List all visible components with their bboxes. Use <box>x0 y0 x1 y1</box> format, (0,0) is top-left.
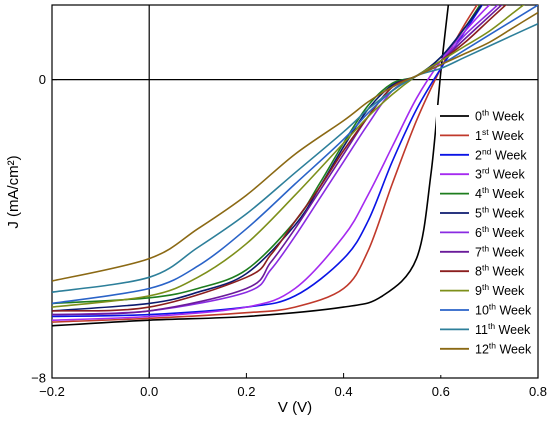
series-line-week-7 <box>52 5 503 316</box>
curves <box>52 5 538 327</box>
series-line-week-8 <box>52 5 507 312</box>
y-tick-label: −8 <box>31 371 46 386</box>
x-tick-label: 0.6 <box>432 384 450 399</box>
y-axis-label: J (mA/cm²) <box>5 155 22 228</box>
x-tick-label: 0.0 <box>140 384 158 399</box>
x-tick-label: 0.8 <box>529 384 547 399</box>
series-line-week-9 <box>52 5 525 308</box>
y-tick-label: 0 <box>39 72 46 87</box>
legend-label-week-2: 2nd Week <box>475 146 527 162</box>
series-line-week-3 <box>52 5 491 321</box>
series-line-week-0 <box>52 5 450 327</box>
series-line-week-10 <box>52 5 538 305</box>
series-line-week-1 <box>52 5 478 323</box>
tick-labels: −0.2 0.0 0.2 0.4 0.6 0.8 −8 0 <box>31 72 547 399</box>
legend: 0th Week 1st Week 2nd Week 3rd Week 4th Week… <box>436 105 536 375</box>
legend-label-week-11: 11th Week <box>475 321 531 337</box>
legend-label-week-12: 12th Week <box>475 340 532 356</box>
series-line-week-5 <box>52 5 483 312</box>
plot-frame <box>51 4 539 379</box>
x-tick-label: −0.2 <box>39 384 65 399</box>
legend-label-week-0: 0th Week <box>475 108 525 124</box>
x-axis-label: V (V) <box>278 399 312 416</box>
legend-label-week-8: 8th Week <box>475 263 525 279</box>
legend-label-week-10: 10th Week <box>475 302 532 318</box>
series-line-week-4 <box>52 5 481 305</box>
series-line-week-12 <box>52 11 538 282</box>
x-tick-label: 0.4 <box>335 384 353 399</box>
series-line-week-11 <box>52 22 538 293</box>
legend-label-week-6: 6th Week <box>475 224 525 240</box>
series-line-week-6 <box>52 5 499 316</box>
x-tick-label: 0.2 <box>237 384 255 399</box>
legend-label-week-3: 3rd Week <box>475 166 525 182</box>
legend-label-week-9: 9th Week <box>475 282 525 298</box>
legend-label-week-7: 7th Week <box>475 243 525 259</box>
axis-ticks <box>51 79 539 379</box>
legend-label-week-5: 5th Week <box>475 205 525 221</box>
legend-label-week-1: 1st Week <box>475 127 525 143</box>
legend-label-week-4: 4th Week <box>475 185 525 201</box>
